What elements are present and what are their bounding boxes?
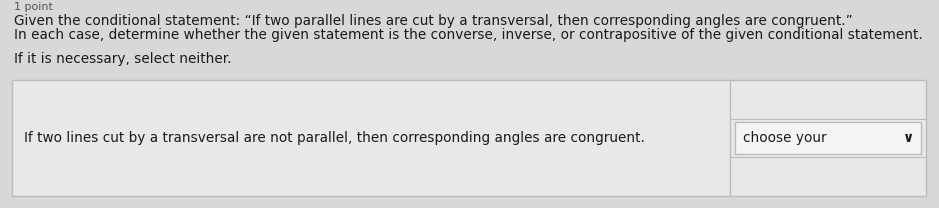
Text: If two lines cut by a transversal are not parallel, then corresponding angles ar: If two lines cut by a transversal are no… [24,131,645,145]
Text: In each case, determine whether the given statement is the converse, inverse, or: In each case, determine whether the give… [14,28,923,42]
Text: choose your: choose your [743,131,826,145]
Text: ∨: ∨ [903,131,915,145]
Text: If it is necessary, select neither.: If it is necessary, select neither. [14,52,232,66]
Text: Given the conditional statement: “If two parallel lines are cut by a transversal: Given the conditional statement: “If two… [14,14,853,28]
FancyBboxPatch shape [735,122,921,154]
Text: 1 point: 1 point [14,2,53,12]
FancyBboxPatch shape [12,80,926,196]
